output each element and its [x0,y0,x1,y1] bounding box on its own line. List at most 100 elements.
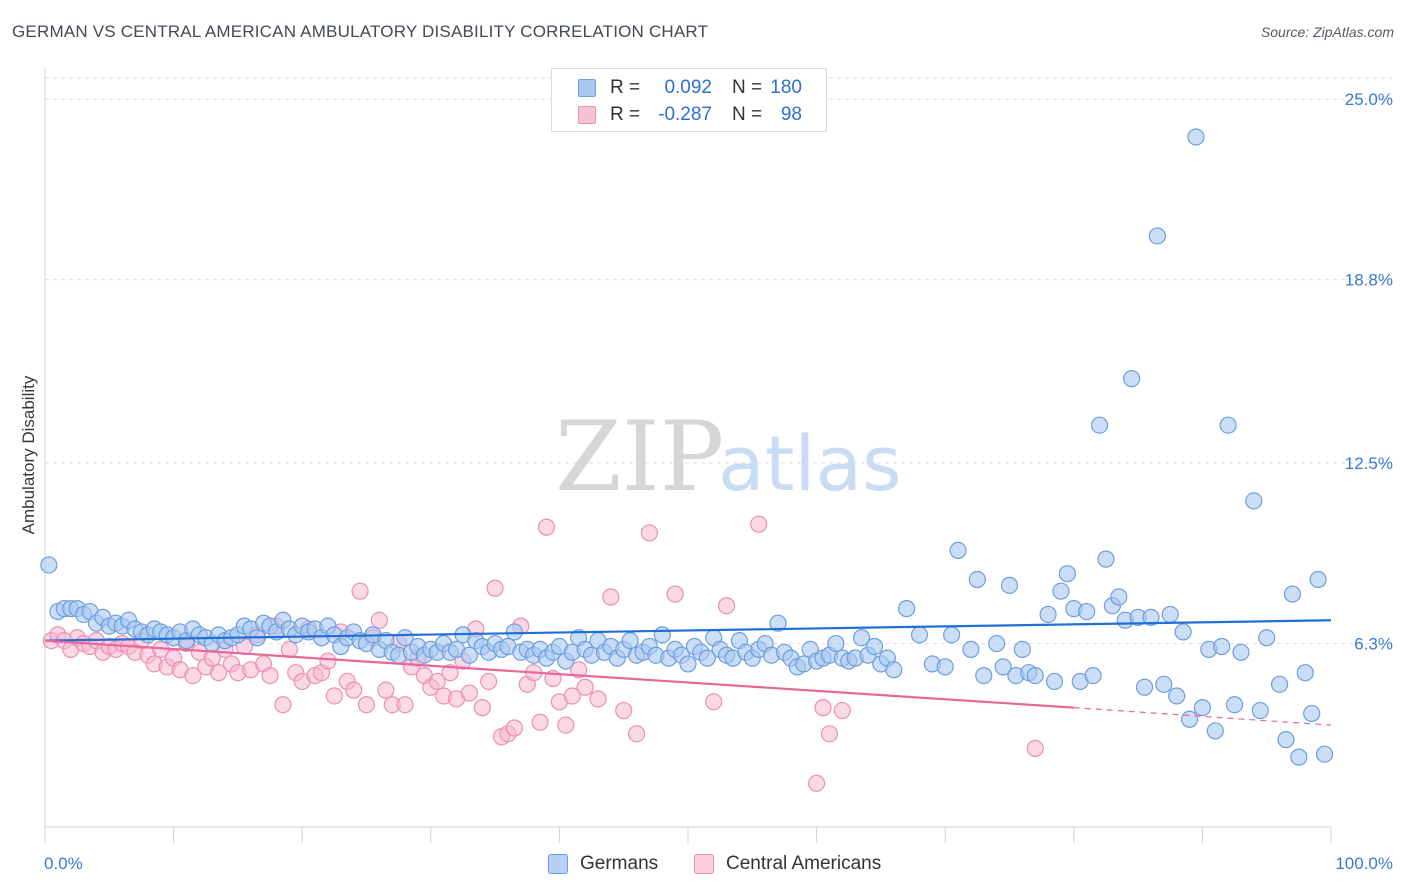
germans-point [698,649,716,667]
central-americans-point [480,672,498,691]
bottom-legend-swatch-blue [548,854,568,874]
germans-point [1148,227,1166,245]
watermark-atlas: atlas [718,419,902,508]
germans-point [1090,416,1109,434]
x-tick-label-max: 100.0% [1335,854,1393,873]
watermark: ZIP atlas [555,401,902,513]
watermark-zip: ZIP [555,401,724,513]
bottom-legend-swatch-pink [694,854,714,874]
germans-point [865,637,884,656]
grid-lines [45,77,1392,645]
germans-point [943,626,961,644]
germans-point [396,629,414,647]
central-americans-point [396,696,414,714]
germans-point [968,570,986,589]
germans-point [1174,623,1192,641]
germans-point [1168,687,1186,705]
germans-point [1213,637,1231,656]
central-americans-point [460,684,478,702]
germans-point [1251,701,1269,720]
germans-point [1155,675,1173,693]
central-americans-point [666,585,684,603]
legend-r-label: R = [610,104,641,125]
y-axis-label: Ambulatory Disability [19,375,38,534]
central-americans-point [531,713,549,731]
legend-swatch-blue [578,79,596,97]
germans-point [1232,643,1250,661]
germans-point [1026,666,1044,685]
germans-point [1303,704,1321,723]
germans-point [1058,565,1076,583]
germans-point [1315,745,1334,763]
central-americans-point [705,693,723,711]
germans-point [621,632,639,650]
bottom-legend: Germans Central Americans [0,852,1406,878]
central-americans-point [261,666,279,685]
central-americans-point [505,719,523,737]
central-americans-point [210,664,228,682]
central-americans-point [280,640,298,658]
germans-point [1206,722,1224,740]
central-americans-point [325,687,343,705]
germans-point [1052,582,1070,600]
germans-point [1296,664,1314,682]
germans-point [1283,585,1302,603]
germans-point [1161,605,1179,624]
central-americans-point [717,597,736,615]
y-tick-labels: 6.3% 12.5% 18.8% 25.0% [1345,90,1393,653]
germans-point [988,634,1006,653]
germans-point [1045,672,1064,691]
source-label: Source: ZipAtlas.com [1260,24,1394,40]
central-americans-point [1026,739,1044,757]
central-americans-point [563,687,581,705]
central-americans-point [814,699,832,717]
germans-point [1039,605,1057,624]
bottom-legend-label: Germans [580,853,659,874]
chart-title: GERMAN VS CENTRAL AMERICAN AMBULATORY DI… [12,22,709,41]
germans-point [1225,696,1244,714]
central-americans-point [602,588,620,606]
central-americans-point [576,678,594,696]
central-americans-point [820,725,839,743]
germans-point [853,629,871,647]
germans-point [1180,710,1199,728]
axes [44,68,1332,843]
legend-r-label: R = [610,77,641,98]
x-tick-label-min: 0.0% [44,854,83,873]
central-americans-point [370,611,388,629]
germans-point [1245,492,1263,510]
central-americans-point [807,774,826,792]
germans-point [1084,666,1102,685]
germans-point [1078,602,1096,621]
central-americans-trend-extension [1073,707,1332,726]
germans-point [1123,370,1141,388]
central-americans-point [833,701,851,720]
y-tick-label: 12.5% [1345,454,1393,473]
central-americans-point [357,696,376,714]
y-tick-label: 18.8% [1345,271,1393,290]
germans-point [769,614,787,632]
germans-trend-line [44,619,1332,642]
central-americans-point [184,666,202,685]
legend-r-value: -0.287 [658,104,712,125]
germans-point [1290,748,1308,766]
germans-point [975,666,993,685]
germans-point [1258,629,1276,647]
legend-row-central-americans: R = -0.287 N = 98 [552,102,826,128]
central-americans-point [627,725,646,743]
central-americans-point [640,524,659,542]
germans-point [1000,576,1019,594]
y-tick-label: 6.3% [1354,635,1393,654]
germans-point [1135,678,1154,696]
germans-point [1193,699,1212,717]
legend-swatch-pink [578,106,596,124]
germans-point [653,626,671,644]
germans-point [40,556,58,574]
germans-point [1277,731,1295,749]
central-americans-point [750,515,768,533]
germans-points [40,128,1334,766]
central-americans-trend-line [44,639,1074,709]
central-americans-point [274,696,292,714]
legend-n-label: N = [732,104,763,125]
